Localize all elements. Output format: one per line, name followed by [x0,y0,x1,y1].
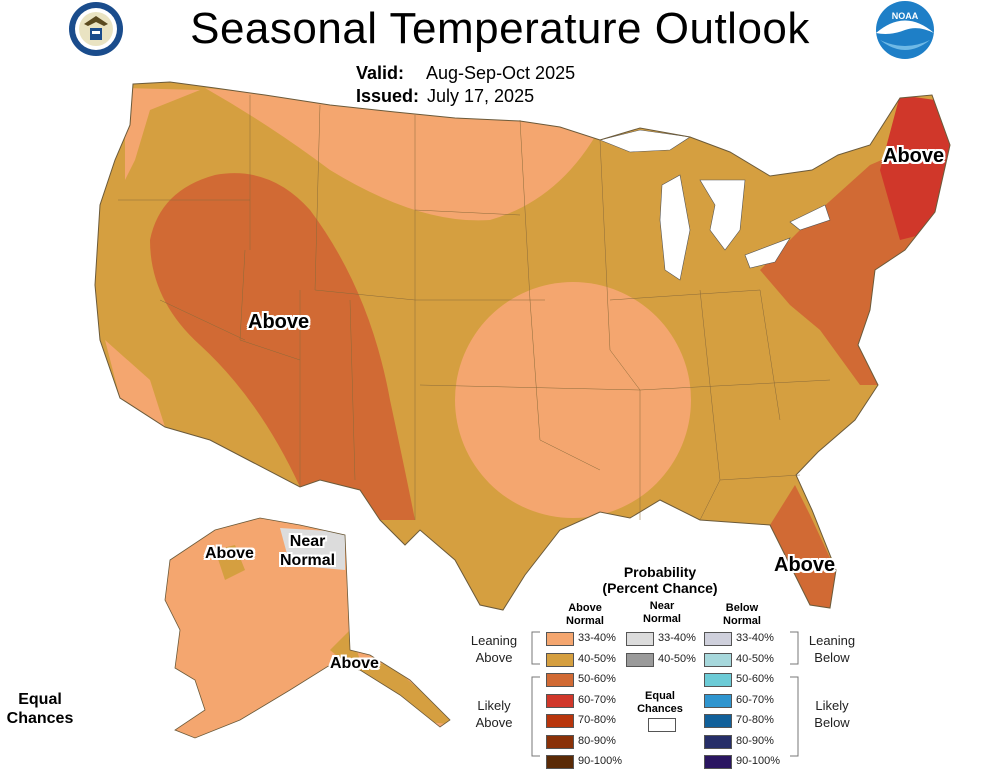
below-swatch-label-6: 90-100% [736,755,781,767]
above-swatch-label-3: 60-70% [578,693,616,706]
florida-above-label: Above [774,554,836,576]
alaska-west-region [215,545,245,580]
above-swatch-0 [546,632,574,646]
near-normal-line1: Near [289,533,326,550]
below-swatch-2 [704,673,732,687]
alaska-west-above-label: Above [205,545,254,562]
near-swatch-0 [626,632,654,646]
equal-chances-legend-1: Equal [645,690,675,702]
alaska-south-region [330,630,450,725]
col-header-above: Above Normal [555,602,615,628]
above-swatch-label-6: 90-100% [578,755,623,767]
col-below-2: Normal [723,615,761,627]
socal-region [105,340,165,427]
above-swatch-6 [546,755,574,769]
leaning-below-2: Below [814,650,850,665]
valid-value: Aug-Sep-Oct 2025 [426,63,576,83]
below-swatch-label-3: 60-70% [736,693,774,706]
equal-chances-line2: Chances [6,710,74,727]
below-swatch-label-5: 80-90% [736,734,774,747]
leaning-below-text: Leaning Below [800,632,864,666]
below-swatch-label-2: 50-60% [736,673,774,685]
above-swatch-label-0: 33-40% [578,632,616,644]
new-england-region [880,95,950,240]
issued-value: July 17, 2025 [427,86,535,106]
doc-seal-icon [69,2,123,56]
below-swatch-1 [704,652,732,667]
central-region [455,282,691,518]
likely-above-2: Above [475,715,513,730]
probability-legend: Probability (Percent Chance) Above Norma… [460,560,1000,773]
florida-region [770,485,838,610]
state-borders [118,95,831,521]
near-normal-line2: Normal [280,552,336,569]
above-swatch-label-4: 70-80% [578,714,616,726]
above-swatch-label-1: 40-50% [578,652,616,665]
below-swatch-3 [704,693,732,708]
alaska-near-normal-label: Near Normal [280,532,335,570]
legend-title-line2: (Percent Chance) [602,580,718,596]
equal-chances-line1: Equal [18,691,62,708]
below-swatch-label-1: 40-50% [736,652,774,665]
above-swatch-1 [546,652,574,667]
below-swatch-5 [704,734,732,749]
col-header-below: Below Normal [712,602,772,628]
col-near-1: Near [649,600,675,612]
below-swatch-0 [704,632,732,646]
col-below-1: Below [725,602,759,614]
above-swatch-4 [546,714,574,728]
west-above-label: Above [248,311,310,333]
legend-title-line1: Probability [623,564,697,580]
west-region [150,173,415,520]
equal-chances-legend-2: Chances [637,703,683,715]
page-title: Seasonal Temperature Outlook [190,4,810,53]
leaning-above-2: Above [475,650,513,665]
col-above-2: Normal [566,615,604,627]
northeast-above-label: Above [883,145,945,167]
col-above-1: Above [568,602,602,614]
leaning-above-1: Leaning [470,633,518,648]
equal-chances-label: Equal Chances [0,690,80,728]
near-swatch-label-1: 40-50% [658,652,696,665]
leaning-below-1: Leaning [808,633,856,648]
legend-brackets [531,631,799,757]
valid-row: Valid: Aug-Sep-Oct 2025 [356,63,575,84]
likely-below-1: Likely [815,698,849,713]
above-swatch-2 [546,673,574,687]
col-near-2: Normal [643,613,681,625]
below-swatch-label-4: 70-80% [736,714,774,726]
below-swatch-4 [704,714,732,728]
valid-label: Valid: [356,63,405,83]
near-swatch-label-0: 33-40% [658,632,696,644]
alaska-south-above-label: Above [330,655,379,672]
above-swatch-label-5: 80-90% [578,734,616,747]
issued-row: Issued: July 17, 2025 [356,86,534,107]
noaa-logo-icon: NOAA [876,1,934,59]
pacific-nw-region [125,88,200,180]
likely-above-1: Likely [477,698,511,713]
equal-chances-swatch [648,718,676,732]
great-lakes [599,129,831,281]
below-swatch-label-0: 33-40% [736,632,774,644]
legend-title: Probability (Percent Chance) [580,564,740,596]
equal-chances-legend: Equal Chances [630,690,690,716]
alaska-near-normal-region [280,528,345,570]
likely-above-text: Likely Above [462,697,526,731]
above-swatch-label-2: 50-60% [578,673,616,685]
leaning-above-text: Leaning Above [462,632,526,666]
below-swatch-6 [704,755,732,769]
above-swatch-3 [546,693,574,708]
near-swatch-1 [626,652,654,667]
col-header-near: Near Normal [632,600,692,626]
noaa-logo-text: NOAA [892,11,919,21]
likely-below-text: Likely Below [800,697,864,731]
issued-label: Issued: [356,86,420,106]
northern-plains-region [205,88,600,221]
likely-below-2: Below [814,715,850,730]
above-swatch-5 [546,734,574,749]
